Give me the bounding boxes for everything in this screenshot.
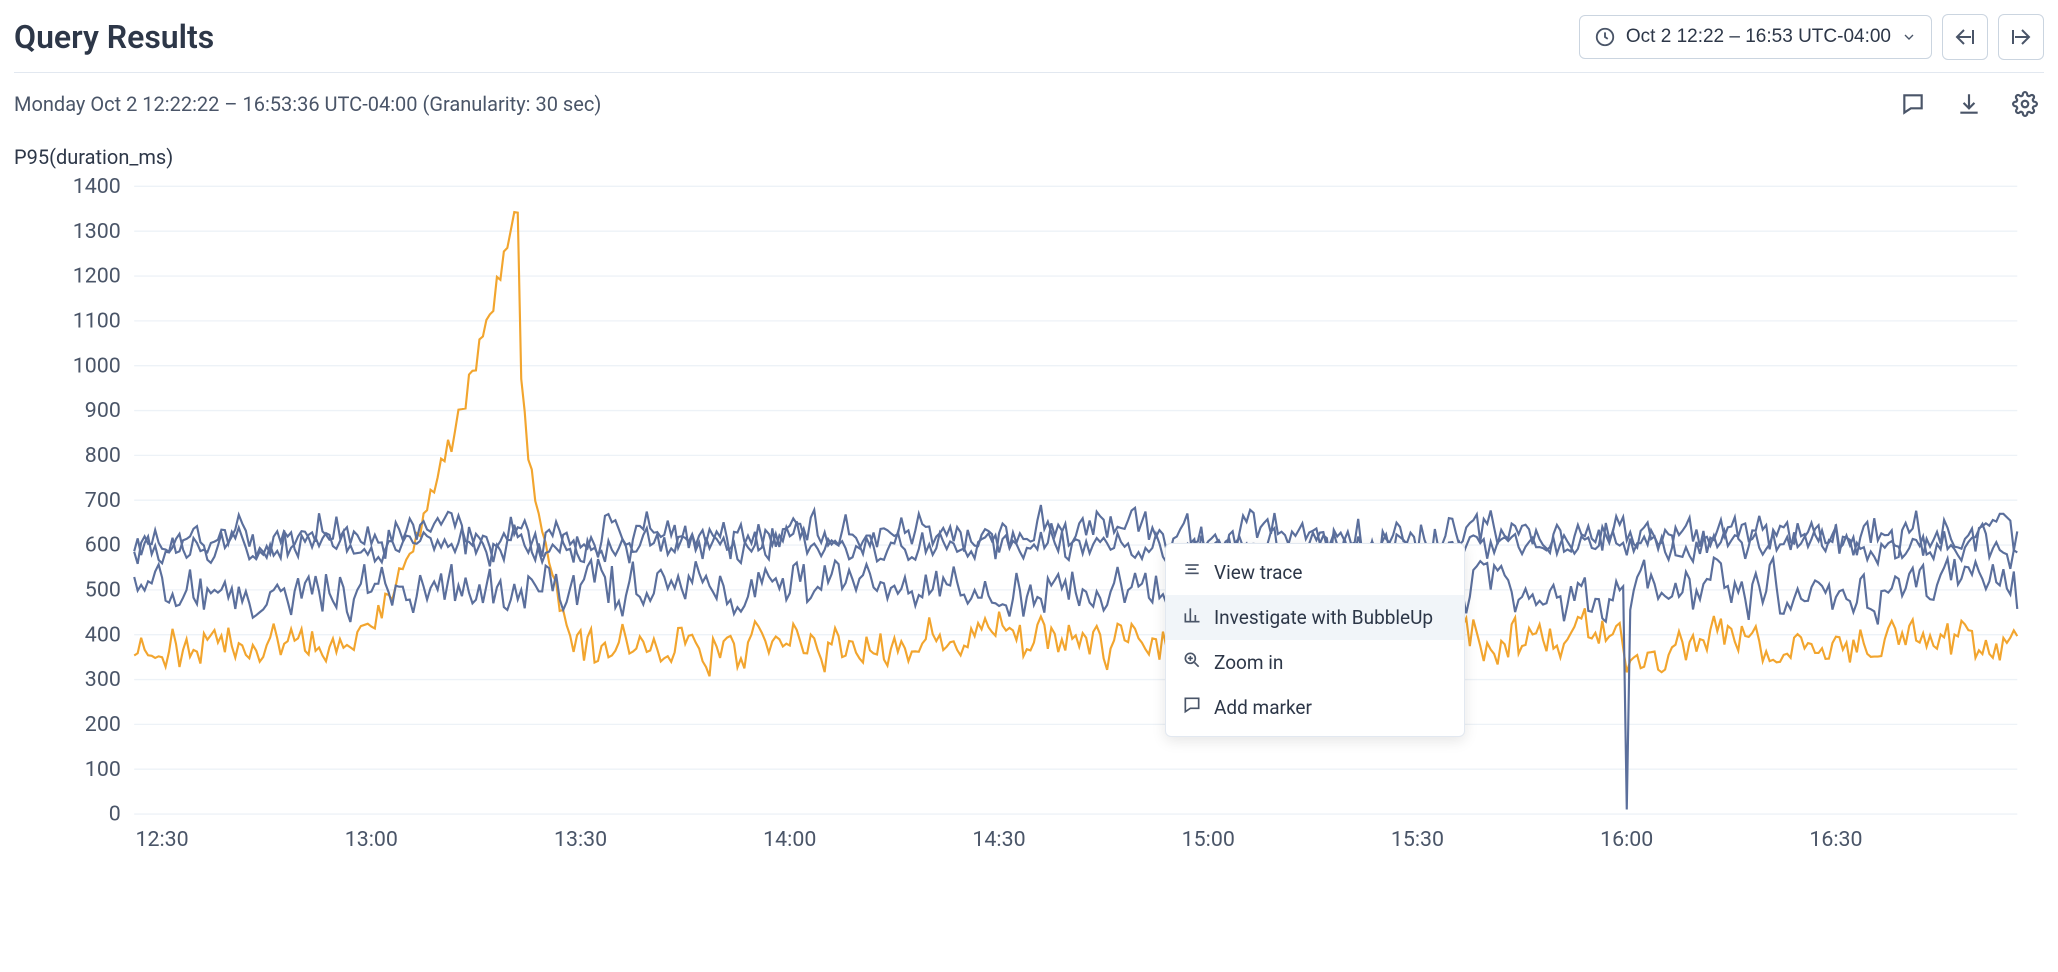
gear-icon[interactable] xyxy=(2012,91,2038,117)
svg-text:0: 0 xyxy=(109,802,121,827)
comment-icon[interactable] xyxy=(1900,91,1926,117)
svg-text:500: 500 xyxy=(85,578,121,603)
header-controls: Oct 2 12:22 – 16:53 UTC-04:00 xyxy=(1579,14,2044,60)
menu-item-marker[interactable]: Add marker xyxy=(1166,685,1464,730)
svg-text:16:30: 16:30 xyxy=(1809,827,1862,852)
svg-text:1100: 1100 xyxy=(73,309,121,334)
clock-icon xyxy=(1594,26,1616,48)
prev-button[interactable] xyxy=(1942,14,1988,60)
chart-title: P95(duration_ms) xyxy=(14,127,2044,173)
header: Query Results Oct 2 12:22 – 16:53 UTC-04… xyxy=(14,14,2044,73)
subheader-icons xyxy=(1900,91,2044,117)
context-menu: View trace Investigate with BubbleUp Zoom … xyxy=(1165,543,1465,737)
series-blue-c xyxy=(134,518,2017,568)
line-chart[interactable]: 0 100 200 300 400 500 600 700 800 900 1000 1100 1200… xyxy=(14,173,2044,867)
svg-text:1200: 1200 xyxy=(73,264,121,289)
trace-icon xyxy=(1182,560,1202,585)
svg-text:12:30: 12:30 xyxy=(135,827,188,852)
arrow-left-bar-icon xyxy=(1953,25,1977,49)
menu-item-label: Add marker xyxy=(1214,696,1312,719)
menu-item-trace[interactable]: View trace xyxy=(1166,550,1464,595)
menu-item-label: View trace xyxy=(1214,561,1302,584)
page-title: Query Results xyxy=(14,18,214,56)
chart-area[interactable]: 0100200300400500600700800900100011001200… xyxy=(14,173,2044,693)
svg-text:15:00: 15:00 xyxy=(1182,827,1235,852)
series-orange xyxy=(134,212,2017,676)
next-button[interactable] xyxy=(1998,14,2044,60)
svg-text:200: 200 xyxy=(85,712,121,737)
subheader-text: Monday Oct 2 12:22:22 – 16:53:36 UTC-04:… xyxy=(14,92,601,116)
svg-text:1400: 1400 xyxy=(73,174,121,199)
chevron-down-icon xyxy=(1901,29,1917,45)
svg-text:400: 400 xyxy=(85,622,121,647)
menu-item-label: Zoom in xyxy=(1214,651,1283,674)
marker-icon xyxy=(1182,695,1202,720)
svg-text:300: 300 xyxy=(85,667,121,692)
svg-text:13:00: 13:00 xyxy=(345,827,398,852)
arrow-right-bar-icon xyxy=(2009,25,2033,49)
svg-text:600: 600 xyxy=(85,533,121,558)
menu-item-zoom[interactable]: Zoom in xyxy=(1166,640,1464,685)
svg-text:15:30: 15:30 xyxy=(1391,827,1444,852)
svg-text:16:00: 16:00 xyxy=(1600,827,1653,852)
svg-text:700: 700 xyxy=(85,488,121,513)
series-blue-b xyxy=(134,558,2017,810)
svg-text:1300: 1300 xyxy=(73,219,121,244)
svg-text:800: 800 xyxy=(85,443,121,468)
download-icon[interactable] xyxy=(1956,91,1982,117)
svg-text:1000: 1000 xyxy=(73,353,121,378)
svg-text:14:00: 14:00 xyxy=(763,827,816,852)
svg-text:900: 900 xyxy=(85,398,121,423)
svg-text:13:30: 13:30 xyxy=(554,827,607,852)
zoom-icon xyxy=(1182,650,1202,675)
svg-text:100: 100 xyxy=(85,757,121,782)
subheader: Monday Oct 2 12:22:22 – 16:53:36 UTC-04:… xyxy=(14,73,2044,127)
time-range-button[interactable]: Oct 2 12:22 – 16:53 UTC-04:00 xyxy=(1579,15,1932,59)
menu-item-bubbleup[interactable]: Investigate with BubbleUp xyxy=(1166,595,1464,640)
svg-text:14:30: 14:30 xyxy=(972,827,1025,852)
time-range-label: Oct 2 12:22 – 16:53 UTC-04:00 xyxy=(1626,26,1891,48)
bubbleup-icon xyxy=(1182,605,1202,630)
menu-item-label: Investigate with BubbleUp xyxy=(1214,606,1433,629)
